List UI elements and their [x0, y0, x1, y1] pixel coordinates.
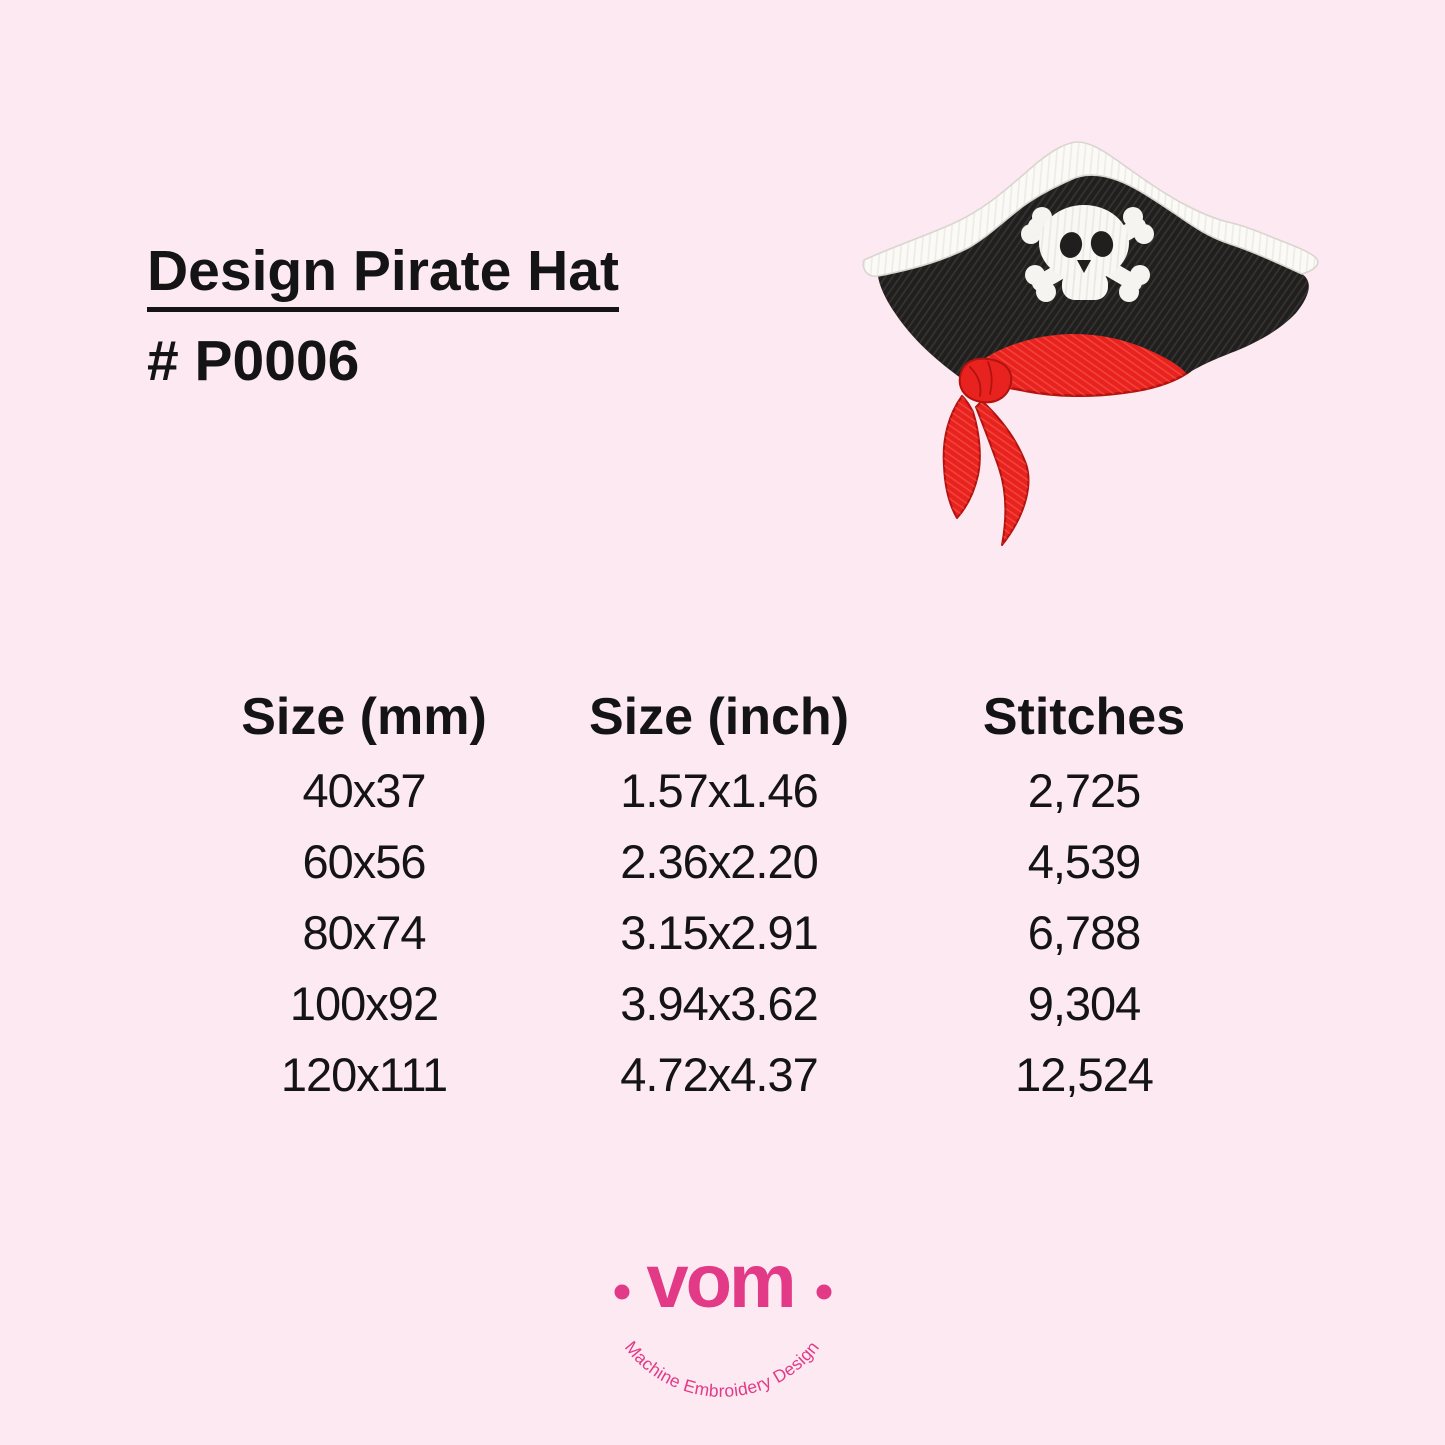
column-header-stitches: Stitches — [982, 688, 1186, 746]
title-block: Design Pirate Hat — [147, 243, 619, 312]
skull-crossbones-icon — [1021, 205, 1154, 302]
bandana-tails — [942, 395, 1030, 546]
bandana-band — [956, 329, 1192, 398]
brand-dot-right — [816, 1284, 832, 1300]
cell-size-mm: 100x92 — [289, 977, 439, 1030]
cell-stitches: 2,725 — [1027, 764, 1142, 817]
cell-size-mm: 60x56 — [302, 835, 426, 888]
pirate-hat-artwork — [862, 141, 1319, 546]
cell-stitches: 4,539 — [1027, 835, 1142, 888]
cell-size-mm: 40x37 — [302, 764, 426, 817]
cell-stitches: 6,788 — [1027, 906, 1142, 959]
bandana-knot — [958, 357, 1013, 404]
table-header-gap — [188, 746, 1270, 755]
page-title: Design Pirate Hat — [147, 243, 619, 312]
brand-tagline: Machine Embroidery Design — [621, 1337, 823, 1401]
cell-size-mm: 80x74 — [302, 906, 426, 959]
hat-trim — [862, 141, 1319, 278]
size-table: Size (mm) Size (inch) Stitches 40x37 1.5… — [188, 688, 1270, 1110]
brand-name: vom — [646, 1239, 793, 1324]
cell-size-inch: 3.94x3.62 — [620, 977, 818, 1030]
column-header-size-mm: Size (mm) — [241, 688, 487, 746]
brand-logo: vom Machine Embroidery Design — [614, 1239, 832, 1401]
cell-size-inch: 3.15x2.91 — [620, 906, 818, 959]
brand-dot-left — [614, 1284, 630, 1300]
cell-size-inch: 1.57x1.46 — [620, 764, 818, 817]
design-number: # P0006 — [147, 329, 360, 393]
cell-size-mm: 120x111 — [280, 1048, 448, 1101]
cell-size-inch: 4.72x4.37 — [620, 1048, 818, 1101]
cell-stitches: 12,524 — [1015, 1048, 1154, 1101]
cell-stitches: 9,304 — [1027, 977, 1142, 1030]
column-header-size-inch: Size (inch) — [588, 688, 850, 746]
cell-size-inch: 2.36x2.20 — [620, 835, 818, 888]
